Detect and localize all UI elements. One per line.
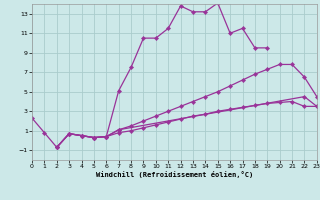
X-axis label: Windchill (Refroidissement éolien,°C): Windchill (Refroidissement éolien,°C) [96, 171, 253, 178]
